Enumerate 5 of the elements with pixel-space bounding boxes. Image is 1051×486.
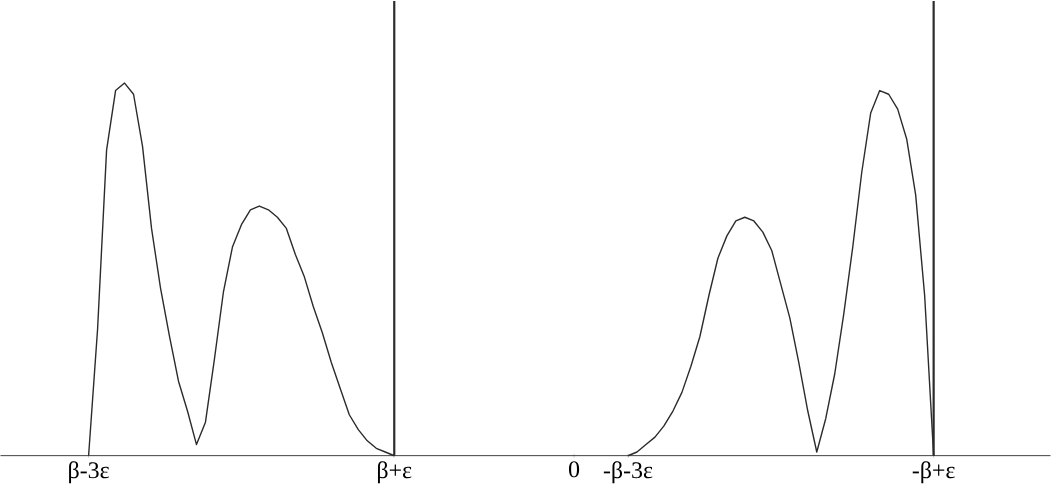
x-tick-label: -β+ε	[912, 461, 955, 483]
x-tick-label: β+ε	[377, 461, 412, 483]
x-tick-label: β-3ε	[69, 461, 109, 483]
x-tick-label: -β-3ε	[603, 461, 653, 483]
x-tick-label: 0	[568, 461, 580, 478]
